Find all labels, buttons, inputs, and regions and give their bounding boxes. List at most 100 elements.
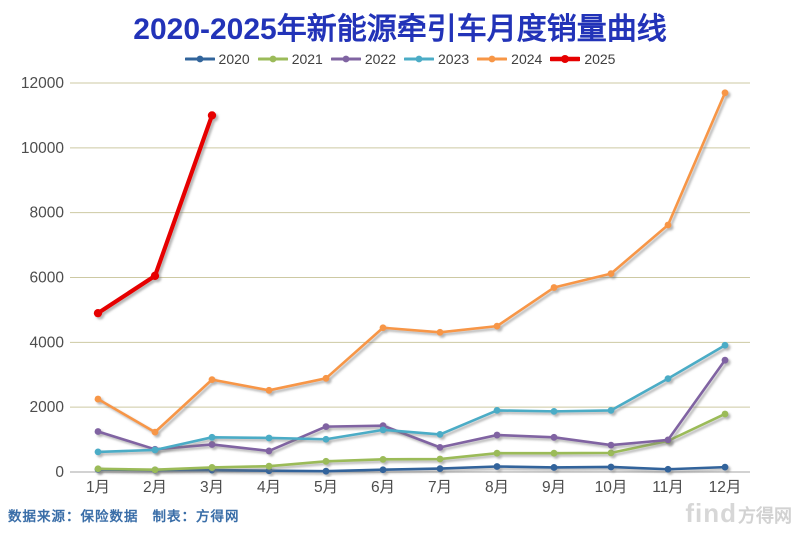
- legend-item-2025: 2025: [550, 51, 615, 67]
- chart-legend: 2020 2021 2022 2023 2024 2025: [0, 51, 800, 67]
- legend-marker-icon: [330, 55, 361, 63]
- data-point: [94, 428, 102, 435]
- data-point: [151, 428, 159, 436]
- y-tick-label: 8000: [30, 205, 65, 222]
- data-point: [607, 441, 615, 449]
- x-tick-label: 12月: [709, 479, 742, 496]
- data-point: [322, 423, 330, 431]
- x-tick-label: 3月: [200, 479, 224, 496]
- legend-marker-icon: [184, 55, 215, 63]
- data-point: [493, 431, 501, 439]
- data-point: [721, 89, 729, 97]
- series-path: [96, 91, 727, 434]
- data-point: [207, 111, 217, 120]
- legend-label-2023: 2023: [438, 51, 470, 67]
- data-source-label: 数据来源：保险数据: [8, 509, 139, 524]
- legend-marker-icon: [550, 55, 581, 63]
- legend-label-2020: 2020: [218, 51, 250, 67]
- data-point: [379, 455, 387, 463]
- legend-label-2025: 2025: [584, 51, 616, 67]
- y-tick-label: 6000: [30, 270, 65, 287]
- series-path: [95, 113, 215, 316]
- chart-title: 2020-2025年新能源牵引车月度销量曲线: [133, 13, 667, 46]
- data-point: [721, 410, 729, 418]
- legend-item-2024: 2024: [477, 51, 542, 67]
- series-path: [96, 358, 727, 453]
- data-point: [607, 463, 615, 471]
- data-point: [607, 270, 615, 278]
- data-point: [208, 441, 216, 448]
- data-point: [607, 449, 615, 457]
- data-point: [436, 430, 444, 438]
- data-point: [436, 328, 444, 336]
- legend-item-2023: 2023: [404, 51, 469, 67]
- series-line-2023: [94, 341, 729, 456]
- data-point: [721, 463, 729, 471]
- data-point: [208, 464, 216, 471]
- data-point: [94, 448, 102, 456]
- data-point: [151, 446, 159, 454]
- y-tick-label: 10000: [21, 140, 64, 157]
- legend-item-2021: 2021: [257, 51, 323, 67]
- data-point: [607, 407, 615, 414]
- legend-item-2020: 2020: [184, 51, 250, 67]
- y-tick-label: 12000: [21, 75, 64, 92]
- data-point: [379, 426, 387, 434]
- data-point: [550, 449, 558, 457]
- x-tick-label: 5月: [314, 479, 338, 496]
- x-tick-label: 6月: [371, 479, 395, 496]
- legend-label-2022: 2022: [364, 51, 396, 67]
- data-point: [322, 435, 330, 443]
- data-point: [550, 464, 558, 471]
- data-point: [94, 465, 102, 473]
- y-tick-label: 2000: [30, 399, 65, 416]
- series-line-2025: [93, 111, 217, 318]
- x-tick-label: 11月: [652, 479, 684, 496]
- data-point: [265, 447, 273, 455]
- brand-logo-text: 方得网: [738, 506, 792, 526]
- series-line-2021: [94, 410, 729, 474]
- x-tick-label: 4月: [257, 479, 281, 496]
- data-point: [721, 341, 729, 349]
- find-logo-text: find: [685, 498, 737, 528]
- data-point: [322, 374, 330, 382]
- y-tick-label: 4000: [30, 334, 65, 351]
- data-point: [664, 436, 672, 444]
- x-tick-label: 9月: [542, 479, 566, 496]
- watermark-logo: find 方得网: [685, 498, 792, 529]
- data-point: [436, 455, 444, 463]
- y-tick-label: 0: [55, 464, 64, 481]
- footer-note: 数据来源：保险数据 制表：方得网: [8, 505, 254, 525]
- series-path: [96, 465, 727, 473]
- data-point: [151, 466, 159, 474]
- data-point: [322, 467, 330, 475]
- data-point: [265, 462, 273, 470]
- legend-label-2021: 2021: [291, 51, 323, 67]
- data-point: [265, 434, 273, 442]
- x-tick-label: 2月: [143, 479, 167, 496]
- data-point: [664, 375, 672, 383]
- data-point: [322, 457, 330, 465]
- data-point: [493, 322, 501, 330]
- legend-marker-icon: [257, 55, 288, 63]
- data-point: [436, 465, 444, 472]
- data-point: [208, 433, 216, 441]
- x-tick-label: 1月: [86, 479, 110, 496]
- data-point: [550, 433, 558, 441]
- data-point: [493, 463, 501, 470]
- legend-marker-icon: [477, 55, 508, 63]
- data-point: [664, 221, 672, 229]
- series-line-2022: [94, 356, 729, 455]
- legend-item-2022: 2022: [330, 51, 396, 67]
- data-point: [493, 407, 501, 414]
- x-tick-label: 10月: [595, 479, 628, 496]
- data-point: [721, 356, 729, 364]
- data-point: [379, 466, 387, 474]
- x-tick-label: 7月: [428, 479, 452, 496]
- series-line-2024: [94, 89, 729, 436]
- legend-marker-icon: [404, 55, 434, 63]
- data-point: [150, 271, 160, 281]
- legend-label-2024: 2024: [511, 51, 543, 67]
